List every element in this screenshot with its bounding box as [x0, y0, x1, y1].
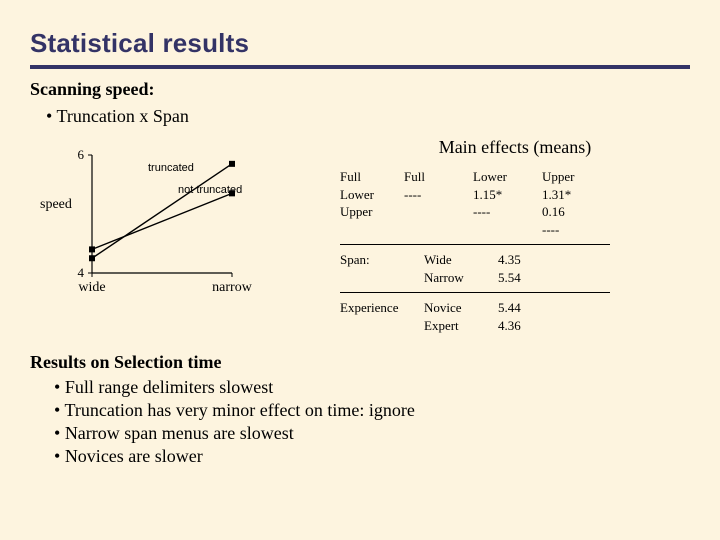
- cell: 5.54: [498, 270, 521, 285]
- svg-text:narrow: narrow: [212, 280, 253, 295]
- svg-text:speed: speed: [40, 197, 72, 212]
- results-bullets: Full range delimiters slowest Truncation…: [30, 377, 690, 467]
- cell: ----: [473, 204, 490, 219]
- t2-vals: 4.35 5.54: [498, 251, 548, 286]
- means-table-2: Span: Wide Narrow 4.35 5.54: [340, 251, 690, 286]
- cell: ----: [542, 222, 559, 237]
- cell: Lower: [340, 187, 374, 202]
- interaction-chart: 4 6 wide narrow speed truncated not truncated: [30, 137, 330, 307]
- separator-2: [340, 292, 610, 293]
- t1-col-upper: Upper 1.31* 0.16 ----: [542, 168, 597, 238]
- t2-cats: Wide Narrow: [424, 251, 494, 286]
- svg-text:4: 4: [78, 265, 85, 280]
- cell: Full: [340, 169, 361, 184]
- cell: ----: [404, 187, 421, 202]
- main-effects: Main effects (means) Full Lower Upper Fu…: [330, 137, 690, 334]
- t3-label: Experience: [340, 299, 420, 317]
- slide-title: Statistical results: [30, 28, 690, 59]
- t1-col-full: Full ----: [404, 168, 469, 221]
- cell: Expert: [424, 318, 459, 333]
- cell: 0.16: [542, 204, 565, 219]
- t1-rowlabels: Full Lower Upper: [340, 168, 400, 221]
- top-bullet-item: Truncation x Span: [46, 106, 690, 127]
- results-heading: Results on Selection time: [30, 352, 690, 373]
- cell: 4.36: [498, 318, 521, 333]
- cell: Wide: [424, 252, 452, 267]
- cell: Novice: [424, 300, 462, 315]
- means-table-3: Experience Novice Expert 5.44 4.36: [340, 299, 690, 334]
- cell: 1.31*: [542, 187, 571, 202]
- result-item: Novices are slower: [54, 446, 690, 467]
- cell: Full: [404, 169, 425, 184]
- cell: Narrow: [424, 270, 464, 285]
- subheading: Scanning speed:: [30, 79, 690, 100]
- result-item: Narrow span menus are slowest: [54, 423, 690, 444]
- cell: Lower: [473, 169, 507, 184]
- separator-1: [340, 244, 610, 245]
- cell: 4.35: [498, 252, 521, 267]
- svg-text:not truncated: not truncated: [178, 184, 242, 196]
- t3-vals: 5.44 4.36: [498, 299, 548, 334]
- svg-text:truncated: truncated: [148, 162, 194, 174]
- slide: Statistical results Scanning speed: Trun…: [0, 0, 720, 540]
- means-table-1: Full Lower Upper Full ---- Lower 1.15* -…: [340, 168, 690, 238]
- svg-text:wide: wide: [78, 280, 105, 295]
- t2-label: Span:: [340, 251, 420, 269]
- chart-container: 4 6 wide narrow speed truncated not truncated: [30, 137, 330, 334]
- svg-text:6: 6: [78, 147, 85, 162]
- result-item: Full range delimiters slowest: [54, 377, 690, 398]
- title-rule: [30, 65, 690, 69]
- result-item: Truncation has very minor effect on time…: [54, 400, 690, 421]
- cell: 1.15*: [473, 187, 502, 202]
- cell: Upper: [340, 204, 373, 219]
- t3-cats: Novice Expert: [424, 299, 494, 334]
- t1-col-lower: Lower 1.15* ----: [473, 168, 538, 221]
- cell: 5.44: [498, 300, 521, 315]
- top-bullets: Truncation x Span: [30, 106, 690, 127]
- cell: Upper: [542, 169, 575, 184]
- main-effects-title: Main effects (means): [340, 137, 690, 158]
